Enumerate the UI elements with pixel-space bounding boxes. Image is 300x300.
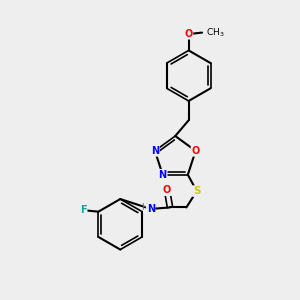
Text: F: F: [80, 205, 87, 215]
Text: N: N: [151, 146, 159, 156]
Text: O: O: [191, 146, 200, 156]
Text: O: O: [184, 29, 193, 39]
Text: CH$_3$: CH$_3$: [206, 26, 225, 39]
Text: S: S: [193, 186, 200, 196]
Text: N: N: [147, 204, 155, 214]
Text: O: O: [163, 185, 171, 195]
Text: H: H: [141, 203, 147, 212]
Text: N: N: [159, 170, 167, 180]
